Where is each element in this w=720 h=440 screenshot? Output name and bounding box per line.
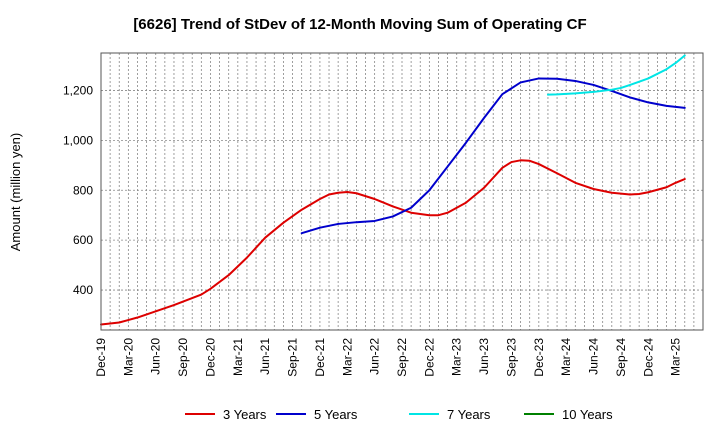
y-tick-label: 1,200 — [63, 83, 93, 97]
x-tick-label: Dec-21 — [313, 338, 327, 377]
x-tick-label: Dec-22 — [422, 338, 436, 377]
x-tick-label: Mar-25 — [669, 338, 683, 376]
series-line-7-years — [546, 54, 686, 96]
x-tick-label: Sep-23 — [504, 338, 518, 377]
x-tick-label: Jun-24 — [587, 338, 601, 375]
x-tick-label: Jun-21 — [258, 338, 272, 375]
plot-area-frame — [100, 52, 704, 331]
x-tick-label: Sep-22 — [395, 338, 409, 377]
x-tick-label: Mar-22 — [340, 338, 354, 376]
legend: 3 Years 5 Years 7 Years 10 Years — [185, 407, 613, 422]
y-axis-label: Amount (million yen) — [8, 133, 23, 252]
legend-label: 7 Years — [447, 407, 491, 422]
series-line-5-years — [300, 77, 686, 235]
legend-label: 5 Years — [314, 407, 358, 422]
y-tick-label: 600 — [73, 233, 93, 247]
x-tick-label: Mar-23 — [450, 338, 464, 376]
x-tick-label: Mar-20 — [121, 338, 135, 376]
series-line-3-years — [100, 159, 686, 326]
x-tick-label: Mar-21 — [231, 338, 245, 376]
x-tick-label: Sep-24 — [614, 338, 628, 377]
x-tick-label: Jun-20 — [149, 338, 163, 375]
y-tick-label: 1,000 — [63, 133, 93, 147]
x-tick-label: Sep-21 — [286, 338, 300, 377]
x-tick-label: Dec-23 — [532, 338, 546, 377]
y-tick-label: 800 — [73, 183, 93, 197]
x-tick-label: Dec-20 — [203, 338, 217, 377]
legend-label: 3 Years — [223, 407, 267, 422]
x-tick-label: Jun-22 — [368, 338, 382, 375]
legend-label: 10 Years — [562, 407, 613, 422]
x-tick-labels: Dec-19 Mar-20 Jun-20 Sep-20 Dec-20 Mar-21 Jun-… — [94, 338, 683, 377]
y-tick-label: 400 — [73, 283, 93, 297]
y-tick-labels: 400 600 800 1,000 1,200 — [63, 83, 93, 297]
x-tick-label: Dec-24 — [641, 338, 655, 377]
x-tick-label: Jun-23 — [477, 338, 491, 375]
x-tick-label: Sep-20 — [176, 338, 190, 377]
chart-title: [6626] Trend of StDev of 12-Month Moving… — [133, 16, 586, 33]
x-tick-label: Dec-19 — [94, 338, 108, 377]
x-tick-label: Mar-24 — [559, 338, 573, 376]
series-lines — [100, 54, 686, 326]
grid — [100, 53, 704, 330]
